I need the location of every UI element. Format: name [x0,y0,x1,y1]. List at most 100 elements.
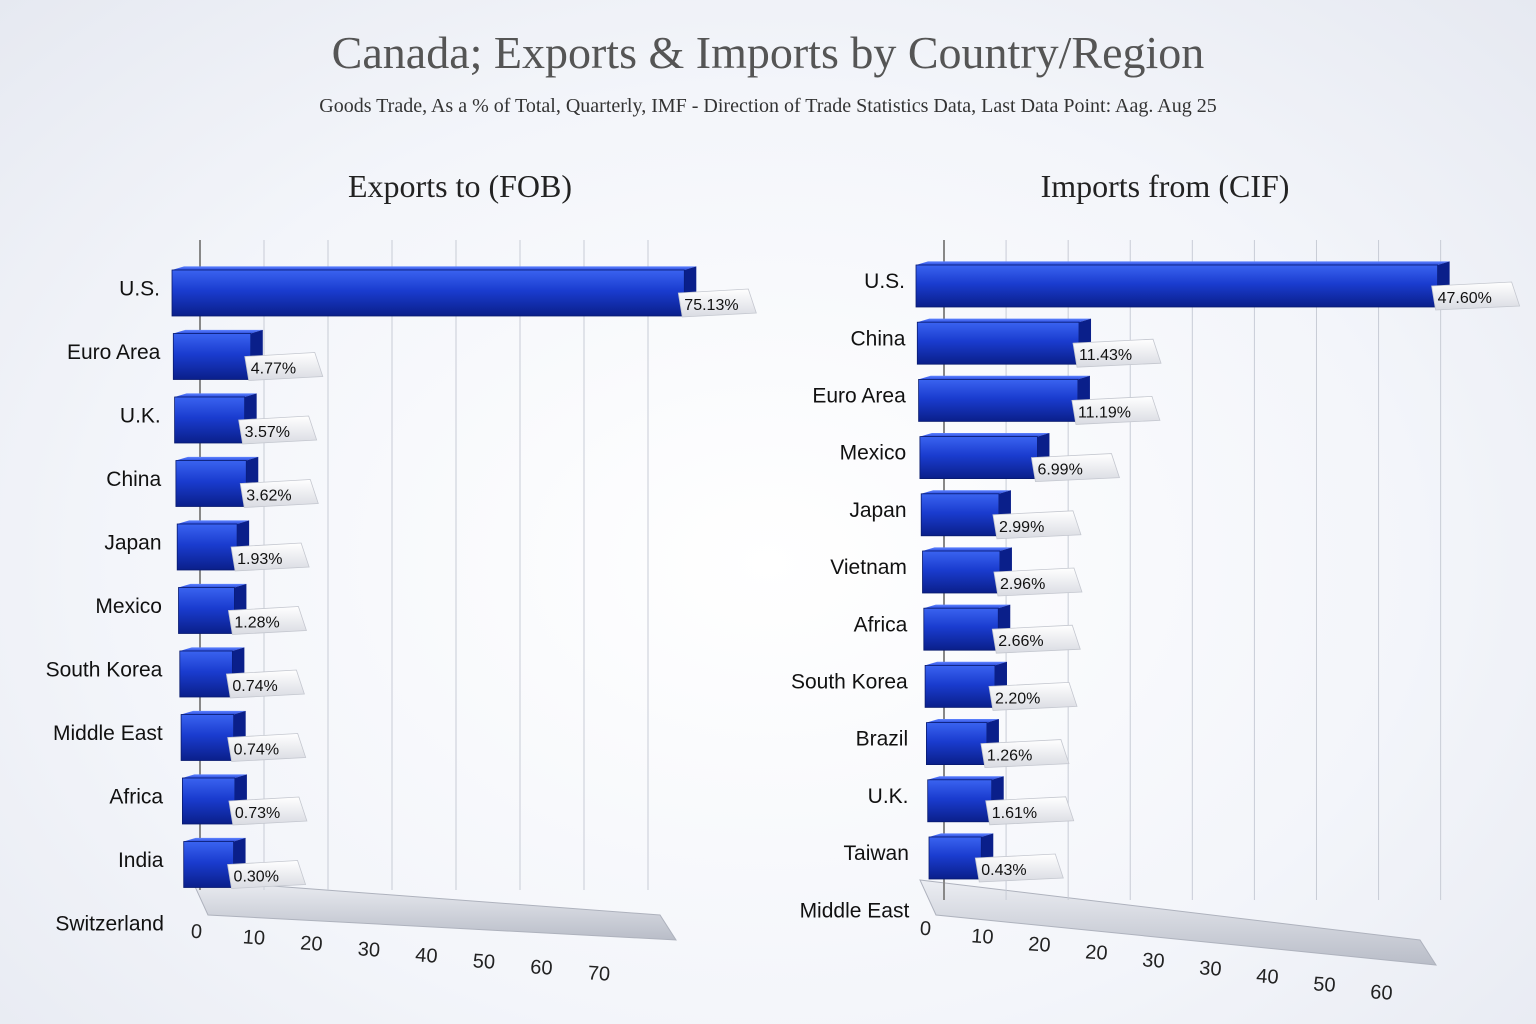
exports-value-plate [238,415,318,445]
imports-category-label: South Korea [791,671,908,694]
exports-category-label: U.S. [119,277,160,300]
exports-category-label: China [106,468,161,491]
imports-bar [916,321,1080,365]
exports-panel-title: Exports to (FOB) [348,168,572,204]
imports-bar [919,436,1038,480]
imports-value-label: 1.61% [992,805,1037,822]
exports-value-plate [239,479,319,508]
imports-bar-top [922,547,1012,551]
imports-value-plate [974,853,1064,883]
imports-floor [919,879,1437,966]
exports-category-label: South Korea [46,658,163,681]
exports-value-plate [225,669,305,699]
exports-value-plate [227,606,307,635]
exports-value-label: 3.62% [246,488,291,505]
exports-bar [176,523,238,571]
imports-bar [918,378,1079,422]
exports-bar [174,396,246,444]
imports-category-label: Middle East [800,899,910,922]
exports-bar [181,777,236,825]
exports-value-plate [227,860,307,889]
imports-panel-title: Imports from (CIF) [1040,168,1290,204]
imports-bar-top [923,604,1011,609]
exports-category-label: U.K. [120,404,161,427]
imports-value-label: 1.26% [987,748,1032,765]
exports-value-label: 75.13% [684,297,738,314]
exports-floor [191,879,677,941]
imports-bar [920,493,1000,537]
imports-bar-top [917,318,1092,323]
exports-value-plate [230,542,310,572]
imports-bar [922,550,1001,594]
imports-tick-label: 20 [1085,941,1109,964]
exports-bar-top [183,837,246,842]
exports-bar [175,460,247,507]
exports-bar-top [181,710,246,715]
exports-category-label: Euro Area [67,341,161,364]
imports-bar-top [916,261,1450,265]
imports-tick-label: 20 [1028,933,1052,956]
imports-bar [926,722,988,765]
imports-bar-top [926,719,999,723]
exports-bar-top [178,583,247,588]
exports-bar [178,587,235,634]
imports-tick-label: 30 [1142,949,1166,972]
exports-bar-top [173,329,263,334]
imports-bar-top [927,776,1004,780]
imports-value-plate [1030,453,1120,483]
imports-value-label: 2.66% [998,633,1043,650]
exports-value-plate [227,733,307,762]
imports-category-label: U.K. [868,785,909,808]
exports-value-plate [244,352,324,381]
imports-bar-top [921,490,1011,494]
exports-tick-label: 20 [300,932,324,955]
exports-bar [180,714,235,761]
exports-tick-label: 50 [472,950,496,973]
imports-bar [915,264,1439,308]
imports-value-plate [1431,281,1521,311]
imports-bar-top [918,375,1090,380]
exports-bar [171,269,685,317]
imports-value-label: 2.20% [995,690,1040,707]
imports-bar [924,665,996,708]
exports-tick-label: 40 [415,944,439,967]
exports-value-label: 0.73% [235,805,280,822]
exports-category-label: Switzerland [55,912,164,935]
imports-bar [928,836,982,880]
exports-category-label: Japan [104,531,161,554]
exports-tick-label: 10 [242,926,266,949]
exports-bar-top [175,456,259,461]
imports-category-label: China [851,327,906,350]
imports-value-plate [980,739,1070,769]
exports-bar-top [177,520,250,524]
exports-value-label: 1.28% [234,615,279,632]
exports-tick-label: 60 [530,956,554,979]
exports-tick-label: 70 [587,962,611,985]
exports-bar [172,333,252,380]
imports-category-label: Vietnam [830,556,907,579]
imports-value-plate [985,796,1075,826]
exports-bar-top [182,774,247,778]
chart-title: Canada; Exports & Imports by Country/Reg… [331,27,1205,78]
imports-category-label: Mexico [840,442,907,465]
imports-value-label: 2.96% [1000,576,1045,593]
exports-value-label: 0.74% [232,678,277,695]
imports-value-label: 2.99% [999,519,1044,536]
imports-value-plate [993,567,1083,597]
imports-value-label: 11.43% [1079,347,1132,364]
exports-bar-top [179,647,245,651]
exports-bar [183,841,234,888]
chart-subtitle: Goods Trade, As a % of Total, Quarterly,… [319,95,1217,117]
imports-value-label: 0.43% [981,862,1026,879]
imports-tick-label: 60 [1370,981,1394,1004]
imports-bar [923,607,999,651]
imports-value-plate [991,624,1081,654]
imports-tick-label: 40 [1256,965,1280,988]
imports-value-plate [988,681,1078,711]
imports-category-label: Japan [849,499,906,522]
exports-value-label: 3.57% [245,424,290,441]
imports-tick-label: 30 [1199,957,1223,980]
imports-chart: U.S. 47.60% China 11.43% Euro Area 11.19% Mexi… [791,240,1521,1005]
imports-category-label: Taiwan [844,842,909,865]
